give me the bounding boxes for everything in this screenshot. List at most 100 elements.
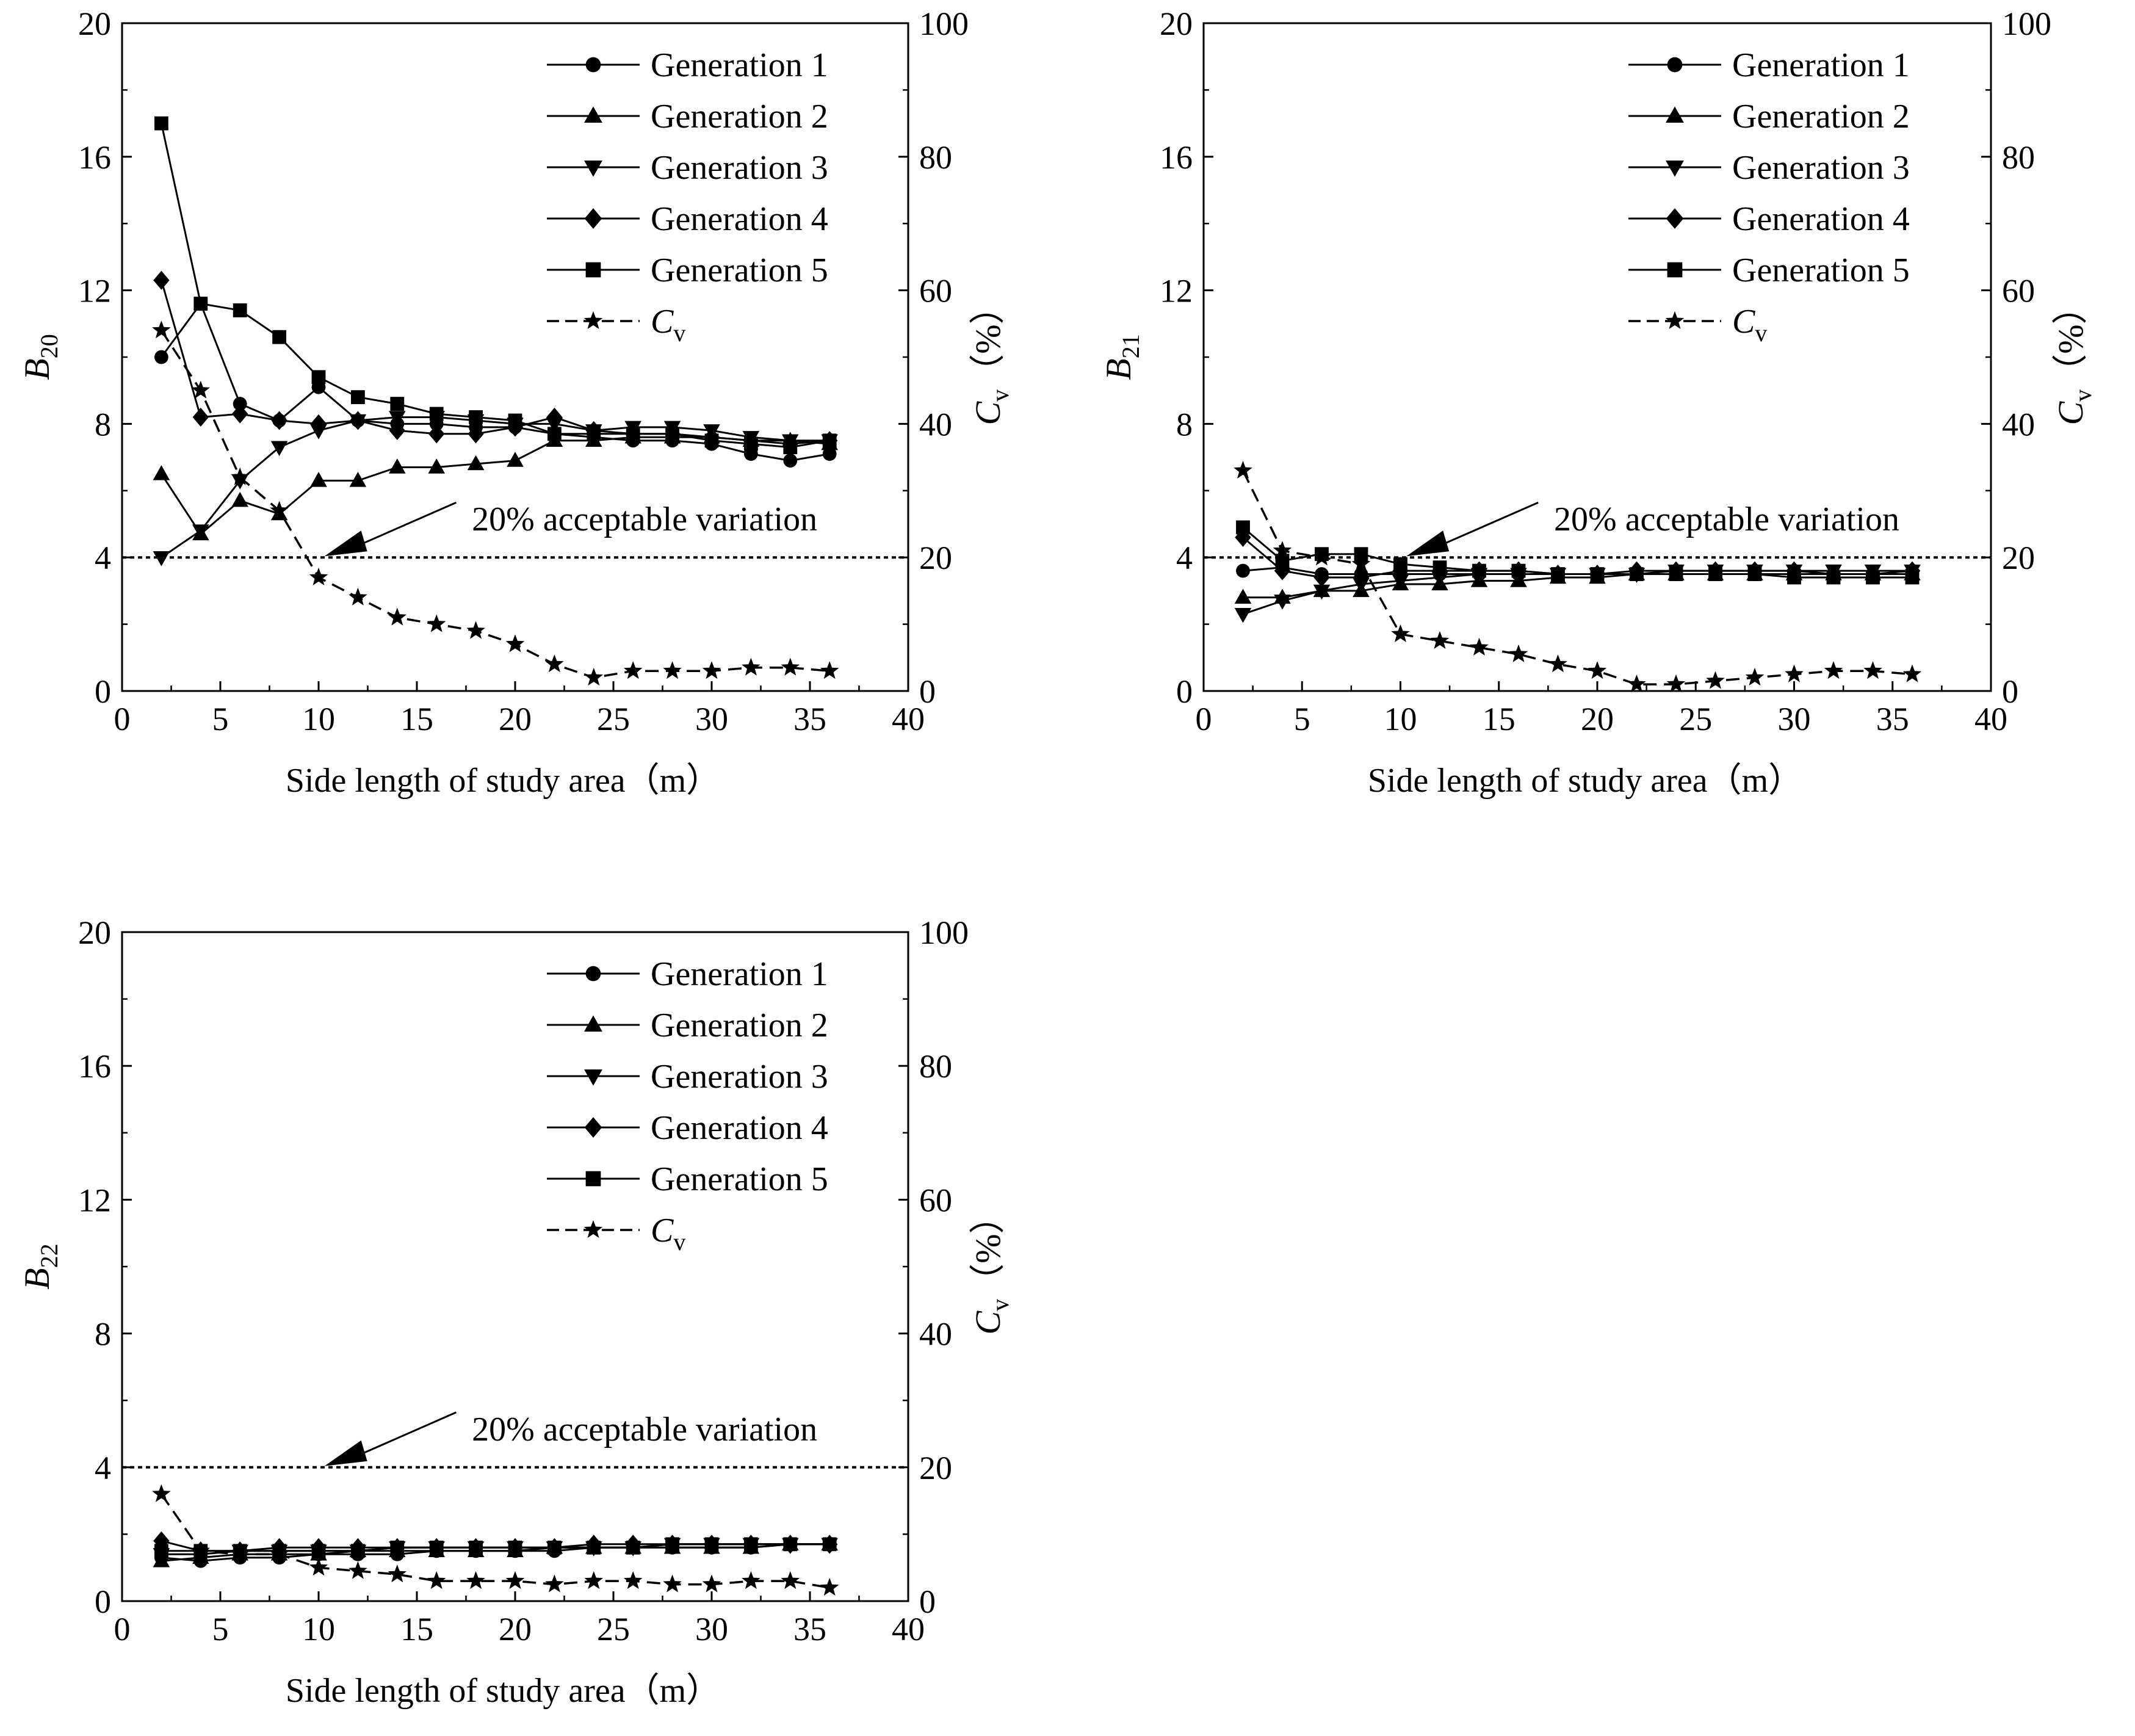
cv-point bbox=[1548, 654, 1567, 673]
y2-tick-label: 60 bbox=[2002, 273, 2035, 309]
legend-label: Generation 1 bbox=[651, 955, 828, 993]
y2-tick-label: 100 bbox=[919, 914, 969, 951]
data-point bbox=[390, 1540, 405, 1555]
cv-point bbox=[1627, 675, 1646, 693]
cv-point bbox=[1745, 668, 1765, 686]
legend-marker bbox=[585, 57, 601, 73]
data-point bbox=[232, 404, 248, 424]
cv-point bbox=[820, 661, 839, 679]
cv-point bbox=[270, 1544, 289, 1563]
y-tick-label: 12 bbox=[78, 1182, 111, 1218]
x-axis-label: Side length of study area（m） bbox=[1368, 762, 1802, 800]
legend-label: Generation 4 bbox=[651, 1109, 828, 1147]
data-point bbox=[508, 413, 522, 428]
x-tick-label: 35 bbox=[1876, 701, 1909, 737]
y-axis-label: B22 bbox=[17, 1243, 63, 1289]
data-point bbox=[1590, 567, 1605, 581]
cv-point bbox=[623, 661, 643, 679]
legend-marker bbox=[1666, 106, 1684, 123]
legend-marker bbox=[584, 106, 602, 123]
y2-axis-label-unit: （%） bbox=[2051, 289, 2090, 389]
cv-point bbox=[191, 1541, 211, 1559]
chart-panel-2: 0 5 10 15 20 25 30 35 40048121620020406080100Sid… bbox=[1099, 5, 2097, 800]
data-point bbox=[704, 433, 719, 448]
cv-point bbox=[1706, 671, 1725, 689]
y-tick-label: 20 bbox=[78, 914, 111, 951]
data-point bbox=[1551, 567, 1565, 581]
legend-label: Generation 4 bbox=[1732, 200, 1910, 238]
data-point bbox=[822, 1537, 837, 1552]
y-tick-label: 8 bbox=[95, 1316, 111, 1353]
x-tick-label: 10 bbox=[1384, 701, 1417, 737]
y2-tick-label: 0 bbox=[919, 673, 936, 710]
cv-point bbox=[270, 501, 289, 519]
data-point bbox=[1708, 567, 1722, 581]
data-point bbox=[1236, 520, 1250, 535]
x-tick-label: 0 bbox=[1196, 701, 1212, 737]
cv-point bbox=[152, 1484, 171, 1502]
cv-point bbox=[545, 1574, 564, 1593]
legend-label: Cv bbox=[651, 1212, 685, 1256]
legend-label-main: C bbox=[651, 303, 674, 341]
cv-point bbox=[466, 1571, 485, 1590]
data-point bbox=[153, 551, 170, 566]
data-point bbox=[1472, 563, 1486, 578]
legend-label: Generation 1 bbox=[1732, 46, 1910, 84]
data-point bbox=[469, 410, 483, 424]
data-point bbox=[665, 1537, 679, 1552]
y-tick-label: 20 bbox=[1160, 5, 1193, 42]
data-point bbox=[1630, 567, 1644, 581]
data-point bbox=[233, 303, 247, 317]
cv-point bbox=[230, 1544, 250, 1563]
data-point bbox=[311, 1544, 326, 1558]
data-point bbox=[1354, 547, 1368, 562]
y2-tick-label: 0 bbox=[919, 1583, 936, 1620]
data-point bbox=[783, 454, 798, 468]
data-point bbox=[1353, 568, 1370, 587]
legend: Generation 1 Generation 2 Generation 3 Gene… bbox=[547, 46, 828, 347]
data-point bbox=[507, 452, 524, 467]
legend-label: Generation 2 bbox=[651, 1007, 828, 1044]
y-axis-label-main: B bbox=[17, 1268, 57, 1289]
annotation-arrow-line bbox=[347, 1411, 457, 1461]
cv-point bbox=[1588, 661, 1607, 679]
legend-label-main: C bbox=[651, 1212, 674, 1250]
legend: Generation 1 Generation 2 Generation 3 Gene… bbox=[547, 955, 828, 1256]
cv-point bbox=[702, 1574, 721, 1593]
data-point bbox=[665, 427, 679, 441]
legend-label: Generation 2 bbox=[1732, 98, 1910, 136]
legend-marker bbox=[584, 1069, 602, 1086]
data-point bbox=[153, 465, 170, 480]
data-point bbox=[587, 427, 601, 441]
x-tick-label: 30 bbox=[1778, 701, 1811, 737]
x-tick-label: 10 bbox=[302, 701, 335, 737]
y2-tick-label: 20 bbox=[2002, 540, 2035, 576]
data-point bbox=[508, 1540, 522, 1555]
data-point bbox=[429, 1540, 444, 1555]
legend-label-sub: v bbox=[673, 1228, 685, 1256]
data-point bbox=[1669, 567, 1683, 581]
legend-label-sub: v bbox=[1755, 319, 1767, 347]
legend-marker bbox=[585, 262, 601, 278]
data-point bbox=[389, 421, 405, 440]
data-point bbox=[1432, 560, 1447, 575]
legend-marker bbox=[584, 160, 602, 177]
chart-panel-3: 0 5 10 15 20 25 30 35 40048121620020406080100Sid… bbox=[17, 914, 1014, 1710]
data-point bbox=[153, 270, 170, 290]
cv-point bbox=[349, 587, 367, 606]
data-point bbox=[350, 411, 366, 430]
y-tick-label: 12 bbox=[1160, 273, 1193, 309]
x-tick-label: 5 bbox=[1294, 701, 1310, 737]
cv-point bbox=[309, 1558, 328, 1576]
cv-point bbox=[584, 668, 604, 686]
data-point bbox=[468, 424, 484, 444]
x-tick-label: 30 bbox=[695, 701, 728, 737]
data-point bbox=[1787, 570, 1801, 585]
cv-line bbox=[1241, 470, 1913, 685]
data-point bbox=[1392, 574, 1409, 590]
series-generation-1 bbox=[154, 1537, 837, 1568]
data-point bbox=[547, 427, 562, 441]
data-point bbox=[1747, 567, 1762, 581]
series-generation-5 bbox=[154, 116, 837, 455]
threshold-label: 20% acceptable variation bbox=[472, 501, 817, 538]
